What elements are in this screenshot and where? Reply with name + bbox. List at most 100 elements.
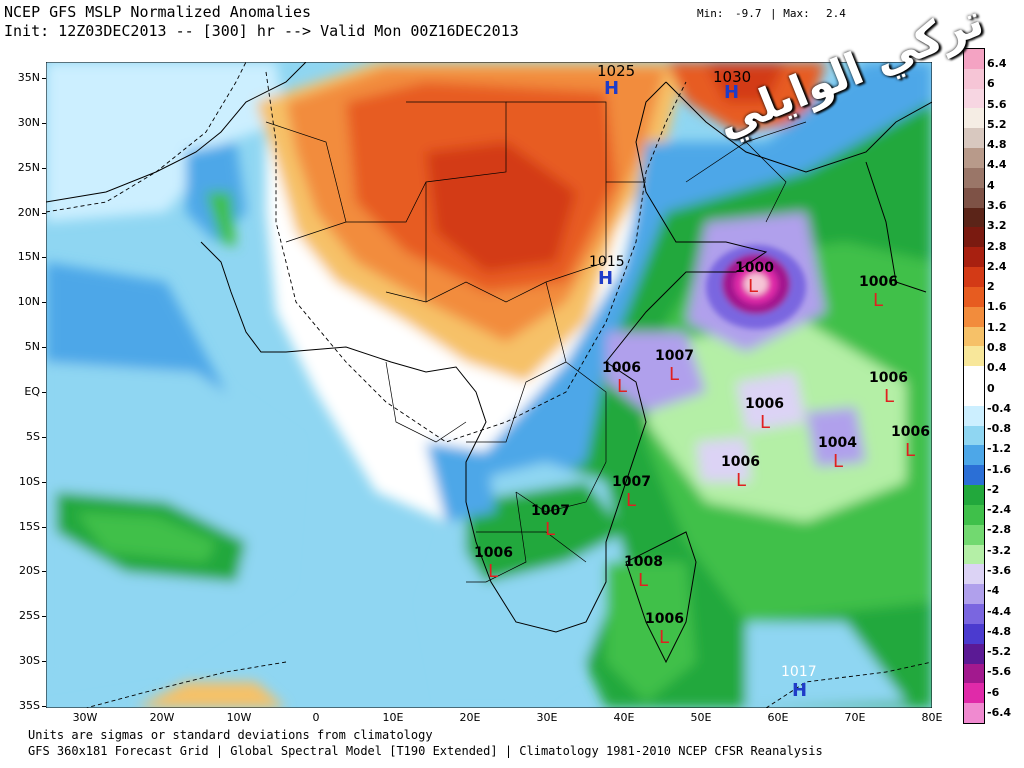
colorbar-swatch [964, 49, 984, 70]
pressure-center-high: 1017 [781, 664, 817, 680]
low-marker-l: L [833, 451, 844, 472]
low-marker-l: L [736, 470, 747, 491]
pressure-center-low: 1004 [818, 435, 857, 451]
low-marker-l: L [617, 376, 628, 397]
colorbar-swatch [964, 187, 984, 209]
low-marker-l: L [873, 290, 884, 311]
units-note: Units are sigmas or standard deviations … [28, 728, 433, 742]
colorbar-label: -5.2 [987, 645, 1012, 659]
init-valid-line: Init: 12Z03DEC2013 -- [300] hr --> Valid… [4, 22, 519, 40]
latitude-tick [42, 481, 46, 483]
latitude-label: 35N [17, 71, 40, 84]
colorbar-label: -3.2 [987, 543, 1012, 557]
colorbar-swatch [964, 128, 984, 149]
pressure-center-low: 1006 [859, 274, 898, 290]
low-marker-l: L [545, 519, 556, 540]
latitude-label: 20N [17, 205, 40, 219]
latitude-tick [42, 571, 46, 573]
colorbar-label: -4 [987, 584, 1000, 598]
pressure-center-low: 1007 [655, 348, 694, 364]
low-marker-l: L [488, 561, 499, 582]
latitude-label: 5S [26, 429, 40, 443]
pressure-center-low: 1007 [531, 503, 570, 519]
pressure-center-low: 1006 [602, 360, 641, 376]
colorbar-label: -2.8 [987, 523, 1012, 537]
colorbar-label: 4.4 [987, 158, 1007, 172]
latitude-label: 15N [17, 250, 40, 264]
colorbar-swatch [964, 703, 984, 724]
pressure-center-low: 1000 [735, 260, 774, 276]
colorbar-label: 1.6 [987, 300, 1007, 314]
latitude-tick [42, 347, 46, 349]
colorbar-swatch [964, 445, 984, 466]
colorbar-swatch [964, 306, 984, 328]
pressure-center-low: 1008 [624, 554, 663, 570]
pressure-center-high: 1015 [589, 254, 625, 270]
pressure-center-low: 1006 [869, 370, 908, 386]
colorbar-swatch [964, 564, 984, 585]
colorbar-label: 6.4 [987, 57, 1007, 70]
longitude-label: 40E [613, 711, 635, 724]
colorbar-swatch [964, 148, 984, 169]
latitude-label: 25S [19, 609, 40, 623]
colorbar-swatch [964, 485, 984, 506]
colorbar-swatch [964, 663, 984, 684]
latitude-tick [42, 526, 46, 528]
low-marker-l: L [626, 490, 637, 511]
colorbar-swatch [964, 544, 984, 565]
low-marker-l: L [760, 412, 771, 433]
longitude-label: 80E [921, 711, 943, 724]
longitude-label: 20W [149, 711, 175, 724]
colorbar-label: -1.6 [987, 462, 1012, 476]
colorbar-swatch [964, 247, 984, 268]
colorbar-swatch [964, 88, 984, 109]
colorbar-swatch [964, 504, 984, 526]
latitude-tick [42, 661, 46, 663]
low-marker-l: L [638, 570, 649, 591]
colorbar-label: -4.8 [987, 624, 1012, 638]
min-label: Min: [697, 7, 724, 20]
latitude-tick [42, 392, 46, 393]
longitude-label: 10W [226, 711, 252, 724]
anomaly-map [46, 62, 932, 708]
max-label: | Max: [770, 7, 810, 20]
min-value: -9.7 [735, 7, 762, 20]
pressure-center-low: 1006 [891, 424, 930, 440]
colorbar-label: -1.2 [987, 442, 1012, 456]
longitude-label: 50E [690, 711, 712, 724]
colorbar-swatch [964, 108, 984, 129]
longitude-label: 30W [72, 711, 98, 724]
map-title: NCEP GFS MSLP Normalized Anomalies [4, 3, 312, 21]
colorbar-swatch [964, 227, 984, 248]
colorbar-swatch [964, 643, 984, 665]
colorbar-label: -4.4 [987, 604, 1012, 618]
colorbar-swatch [964, 326, 984, 347]
colorbar-swatch [964, 465, 984, 486]
longitude-label: 70E [844, 711, 866, 724]
latitude-label: 35S [19, 699, 40, 712]
watermark-text: تركي الوايلي [709, 0, 991, 149]
colorbar-label: -0.8 [987, 422, 1012, 436]
latitude-label: 10N [17, 295, 40, 309]
colorbar-label: 0 [987, 381, 995, 395]
colorbar-label: 6 [987, 77, 995, 91]
longitude-label: 0 [312, 711, 320, 724]
latitude-tick [42, 436, 46, 438]
longitude-label: 10E [382, 711, 404, 724]
latitude-tick [42, 212, 46, 214]
latitude-label: 30S [19, 654, 40, 668]
colorbar-swatch [964, 167, 984, 189]
colorbar-label: 3.6 [987, 198, 1007, 212]
high-marker-h: H [792, 680, 808, 701]
latitude-label: 20S [19, 564, 40, 578]
longitude-label: 20E [459, 711, 481, 724]
high-marker-h: H [598, 268, 614, 289]
latitude-label: 5N [24, 340, 40, 354]
colorbar-swatch [964, 683, 984, 704]
anomaly-field [46, 62, 932, 708]
colorbar-label: 2.8 [987, 239, 1007, 253]
colorbar-label: 0.4 [987, 361, 1007, 375]
latitude-tick [42, 78, 46, 79]
colorbar-label: -5.6 [987, 665, 1012, 679]
colorbar-label: -3.6 [987, 564, 1012, 578]
